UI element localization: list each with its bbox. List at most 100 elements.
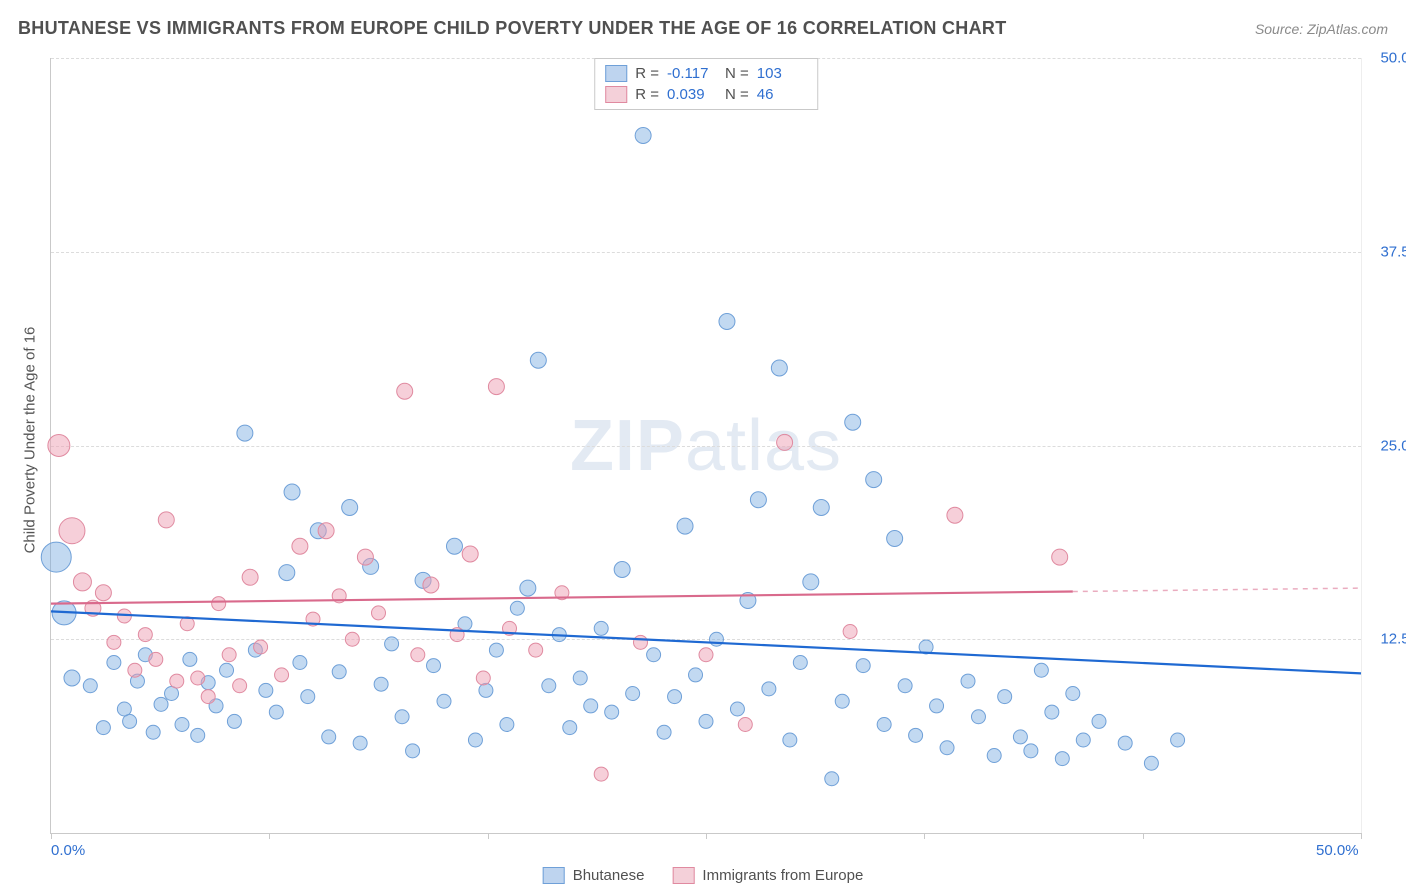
data-point xyxy=(777,434,793,450)
data-point xyxy=(825,772,839,786)
data-point xyxy=(372,606,386,620)
data-point xyxy=(1066,687,1080,701)
data-point xyxy=(998,690,1012,704)
data-point xyxy=(987,749,1001,763)
data-point xyxy=(1034,663,1048,677)
data-point xyxy=(107,656,121,670)
data-point xyxy=(738,718,752,732)
data-point xyxy=(856,659,870,673)
data-point xyxy=(573,671,587,685)
data-point xyxy=(123,714,137,728)
chart-title: BHUTANESE VS IMMIGRANTS FROM EUROPE CHIL… xyxy=(18,18,1006,39)
data-point xyxy=(64,670,80,686)
swatch-blue-icon xyxy=(605,65,627,82)
data-point xyxy=(898,679,912,693)
data-point xyxy=(626,687,640,701)
trend-line xyxy=(51,611,1361,673)
data-point xyxy=(462,546,478,562)
data-point xyxy=(342,500,358,516)
data-point xyxy=(476,671,490,685)
plot-area: ZIPatlas 12.5%25.0%37.5%50.0% 0.0%50.0% … xyxy=(50,58,1362,834)
data-point xyxy=(1045,705,1059,719)
data-point xyxy=(530,352,546,368)
data-point xyxy=(149,652,163,666)
x-tick-label: 0.0% xyxy=(51,842,85,859)
legend-label-bhutanese: Bhutanese xyxy=(573,867,645,884)
data-point xyxy=(699,714,713,728)
data-point xyxy=(657,725,671,739)
data-point xyxy=(227,714,241,728)
data-point xyxy=(668,690,682,704)
x-tick-label: 50.0% xyxy=(1316,842,1359,859)
stats-row-europe: R = 0.039 N = 46 xyxy=(605,84,807,105)
legend-label-europe: Immigrants from Europe xyxy=(702,867,863,884)
data-point xyxy=(584,699,598,713)
data-point xyxy=(1171,733,1185,747)
data-point xyxy=(699,648,713,662)
data-point xyxy=(259,683,273,697)
data-point xyxy=(345,632,359,646)
data-point xyxy=(605,705,619,719)
data-point xyxy=(909,728,923,742)
data-point xyxy=(332,665,346,679)
data-point xyxy=(284,484,300,500)
data-point xyxy=(835,694,849,708)
data-point xyxy=(719,314,735,330)
data-point xyxy=(479,683,493,697)
x-tick-mark xyxy=(924,833,925,839)
data-point xyxy=(96,721,110,735)
data-point xyxy=(59,518,85,544)
data-point xyxy=(1055,752,1069,766)
x-tick-mark xyxy=(269,833,270,839)
legend-item-europe: Immigrants from Europe xyxy=(672,867,863,884)
y-tick-label: 37.5% xyxy=(1368,243,1406,260)
data-point xyxy=(877,718,891,732)
data-point xyxy=(269,705,283,719)
x-tick-mark xyxy=(51,833,52,839)
data-point xyxy=(813,500,829,516)
scatter-plot xyxy=(51,58,1361,833)
data-point xyxy=(254,640,268,654)
data-point xyxy=(762,682,776,696)
data-point xyxy=(594,621,608,635)
data-point xyxy=(222,648,236,662)
r-value-europe: 0.039 xyxy=(667,86,717,103)
data-point xyxy=(1024,744,1038,758)
data-point xyxy=(542,679,556,693)
swatch-pink-icon xyxy=(605,86,627,103)
data-point xyxy=(175,718,189,732)
data-point xyxy=(468,733,482,747)
n-label: N = xyxy=(725,65,749,82)
data-point xyxy=(146,725,160,739)
data-point xyxy=(947,507,963,523)
swatch-blue-icon xyxy=(543,867,565,884)
y-tick-label: 12.5% xyxy=(1368,631,1406,648)
x-tick-mark xyxy=(1143,833,1144,839)
data-point xyxy=(117,702,131,716)
data-point xyxy=(793,656,807,670)
data-point xyxy=(170,674,184,688)
data-point xyxy=(48,435,70,457)
data-point xyxy=(488,379,504,395)
data-point xyxy=(183,652,197,666)
x-tick-mark xyxy=(1361,833,1362,839)
data-point xyxy=(866,472,882,488)
data-point xyxy=(771,360,787,376)
data-point xyxy=(275,668,289,682)
data-point xyxy=(677,518,693,534)
data-point xyxy=(83,679,97,693)
data-point xyxy=(318,523,334,539)
data-point xyxy=(138,628,152,642)
data-point xyxy=(165,687,179,701)
y-tick-label: 25.0% xyxy=(1368,437,1406,454)
n-value-bhutanese: 103 xyxy=(757,65,807,82)
data-point xyxy=(647,648,661,662)
data-point xyxy=(201,690,215,704)
r-value-bhutanese: -0.117 xyxy=(667,65,717,82)
data-point xyxy=(427,659,441,673)
data-point xyxy=(1013,730,1027,744)
data-point xyxy=(107,635,121,649)
data-point xyxy=(154,697,168,711)
x-tick-mark xyxy=(706,833,707,839)
y-axis-label: Child Poverty Under the Age of 16 xyxy=(22,327,39,554)
